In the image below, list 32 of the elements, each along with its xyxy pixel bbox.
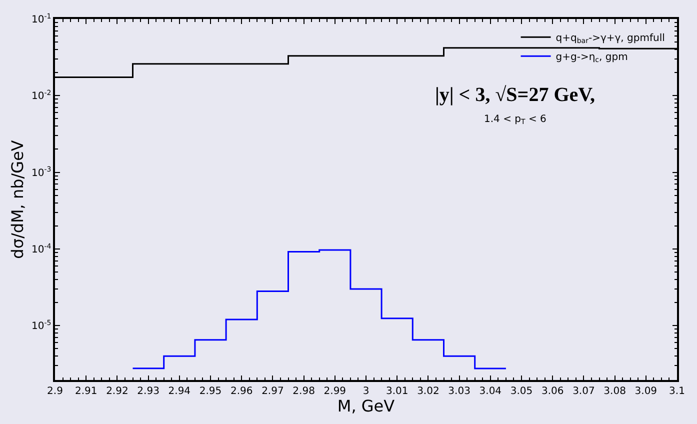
x-tick-label: 2.96: [230, 386, 253, 397]
x-tick-label: 3.01: [386, 386, 408, 397]
x-tick-label: 2.93: [137, 386, 160, 397]
x-tick-label: 3.02: [417, 386, 440, 397]
y-tick-label: 10$^{-5}$: [32, 318, 52, 332]
x-tick-label: 3.09: [634, 386, 658, 397]
y-tick-label: 10$^{-3}$: [32, 166, 52, 179]
x-tick-label: 2.97: [262, 386, 284, 397]
x-tick-label: 3.04: [479, 386, 502, 397]
x-tick-label: 2.9: [47, 386, 63, 397]
x-tick-label: 2.95: [199, 386, 222, 397]
x-axis-title: M, GeV: [337, 396, 395, 416]
x-tick-label: 2.99: [324, 386, 346, 397]
y-tick-label: 10$^{-2}$: [32, 88, 52, 102]
x-tick-label: 3.03: [448, 386, 470, 397]
x-tick-label: 3.06: [541, 386, 564, 397]
y-tick-label: 10$^{-4}$: [32, 242, 52, 256]
annotation: 1.4 < p$_{T}$ < 6: [484, 114, 546, 126]
legend-label: g+g->η$_{c}$, gpm: [556, 52, 628, 64]
x-tick-label: 3.07: [572, 386, 595, 397]
x-tick-label: 2.91: [74, 386, 98, 397]
y-tick-label: 10$^{-1}$: [32, 12, 52, 26]
x-tick-label: 3.05: [510, 386, 533, 397]
x-tick-label: 2.92: [106, 386, 128, 397]
x-tick-label: 3.08: [604, 386, 626, 397]
annotation: |y| < 3, √S=27 GeV,: [435, 84, 595, 106]
x-tick-label: 2.98: [292, 386, 315, 397]
x-tick-label: 3.1: [669, 386, 685, 397]
legend-label: q+q$_{bar}$->γ+γ, gpmfull: [556, 33, 665, 46]
y-axis-title: dσ/dM, nb/GeV: [8, 140, 27, 259]
x-tick-label: 2.94: [168, 386, 191, 397]
x-tick-label: 3: [362, 386, 370, 397]
